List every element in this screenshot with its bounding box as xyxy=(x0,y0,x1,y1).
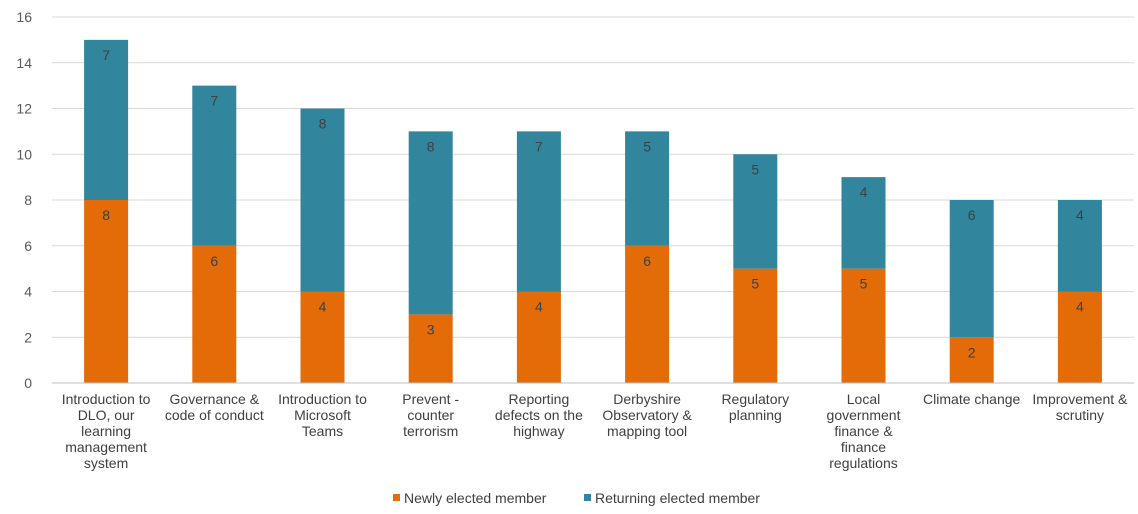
data-label: 8 xyxy=(319,116,327,132)
y-tick-label: 12 xyxy=(16,101,32,117)
data-labels: 8 7 6 7 4 8 3 8 4 7 6 5 5 5 5 4 2 6 4 4 xyxy=(102,47,1084,360)
y-tick-label: 0 xyxy=(24,375,32,391)
x-category-label: Derbyshire Observatory & mapping tool xyxy=(602,391,692,439)
data-label: 5 xyxy=(751,276,759,292)
y-tick-label: 14 xyxy=(16,55,32,71)
data-label: 7 xyxy=(535,138,543,154)
bar-returning-elected xyxy=(84,40,128,200)
legend-swatch xyxy=(393,494,400,501)
y-tick-label: 10 xyxy=(16,146,32,162)
x-category-label: Climate change xyxy=(923,391,1020,407)
data-label: 8 xyxy=(427,138,435,154)
data-label: 7 xyxy=(102,47,110,63)
legend: Newly elected member Returning elected me… xyxy=(393,490,760,506)
bar-returning-elected xyxy=(409,131,453,314)
legend-label: Returning elected member xyxy=(595,490,760,506)
data-label: 7 xyxy=(210,93,218,109)
x-category-label: Prevent -counter terrorism xyxy=(402,391,459,439)
x-category-label: Governance & code of conduct xyxy=(165,391,264,423)
data-label: 3 xyxy=(427,321,435,337)
y-tick-label: 6 xyxy=(24,238,32,254)
x-category-label: Introduction to Microsoft Teams xyxy=(278,391,367,439)
y-tick-label: 4 xyxy=(24,284,32,300)
data-label: 4 xyxy=(1076,207,1084,223)
y-tick-label: 8 xyxy=(24,192,32,208)
data-label: 5 xyxy=(860,276,868,292)
data-label: 5 xyxy=(751,161,759,177)
y-tick-label: 2 xyxy=(24,329,32,345)
data-label: 2 xyxy=(968,344,976,360)
data-label: 4 xyxy=(1076,299,1084,315)
data-label: 4 xyxy=(535,299,543,315)
x-category-label: Improvement & scrutiny xyxy=(1032,391,1128,423)
x-category-label: Local government finance & finance regulatio… xyxy=(827,391,901,471)
data-label: 4 xyxy=(319,299,327,315)
bar-returning-elected xyxy=(192,86,236,246)
data-label: 6 xyxy=(643,253,651,269)
y-tick-label: 16 xyxy=(16,9,32,25)
y-axis-ticks: 0 2 4 6 8 10 12 14 16 xyxy=(16,9,32,391)
bar-newly-elected xyxy=(84,200,128,383)
legend-label: Newly elected member xyxy=(404,490,547,506)
data-label: 6 xyxy=(968,207,976,223)
legend-swatch xyxy=(584,494,591,501)
data-label: 6 xyxy=(210,253,218,269)
bar-returning-elected xyxy=(301,109,345,292)
data-label: 8 xyxy=(102,207,110,223)
bars xyxy=(84,40,1102,383)
bar-returning-elected xyxy=(517,131,561,291)
x-category-label: Introduction to DLO, our learning managemen… xyxy=(62,391,151,471)
data-label: 5 xyxy=(643,138,651,154)
x-category-label: Reporting defects on the highway xyxy=(495,391,583,439)
x-axis-category-labels: Introduction to DLO, our learning managemen… xyxy=(62,391,1128,471)
data-label: 4 xyxy=(860,184,868,200)
x-category-label: Regulatory planning xyxy=(721,391,789,423)
